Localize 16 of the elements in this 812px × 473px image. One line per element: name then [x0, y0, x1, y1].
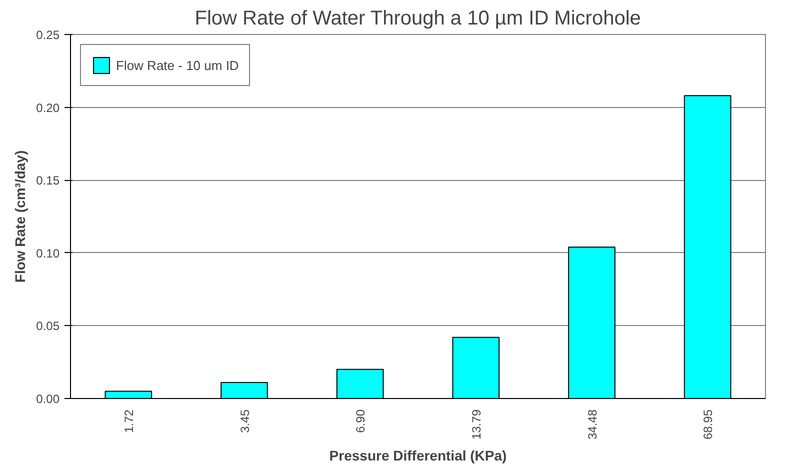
x-tick-label: 13.79: [469, 409, 484, 440]
y-tick-label: 0.05: [36, 319, 60, 334]
y-tick-label: 0.15: [36, 174, 60, 188]
x-axis-title: Pressure Differential (KPa): [329, 448, 507, 464]
y-tick-label: 0.20: [36, 100, 60, 115]
x-tick-label: 1.72: [122, 409, 136, 433]
x-tick-label: 3.45: [238, 409, 252, 433]
y-axis-title: Flow Rate (cm³/day): [12, 150, 28, 283]
y-tick-label: 0.25: [36, 28, 60, 42]
x-tick-label: 68.95: [701, 409, 716, 440]
y-tick-label: 0.00: [36, 392, 60, 406]
x-tick-label: 34.48: [585, 409, 600, 440]
x-tick-label: 6.90: [354, 409, 368, 433]
legend-label: Flow Rate - 10 um ID: [116, 58, 239, 72]
y-tick-label: 0.10: [36, 246, 60, 260]
chart-title: Flow Rate of Water Through a 10 µm ID Microhole: [194, 8, 641, 30]
